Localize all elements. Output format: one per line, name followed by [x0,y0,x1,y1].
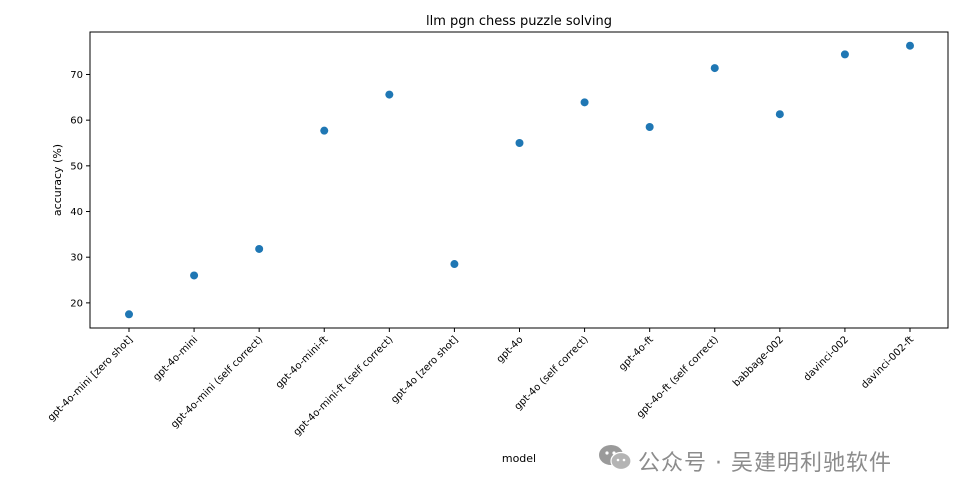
x-tick-label: gpt-4o-ft [617,334,656,373]
data-point [320,127,328,135]
data-point [581,98,589,106]
plot-area-frame [90,32,948,328]
y-tick-label: 60 [70,116,83,127]
y-axis: 20 30 40 50 60 70 [70,70,90,309]
chart-title: llm pgn chess puzzle solving [426,14,612,29]
data-points [125,42,914,319]
x-tick-label: gpt-4o-mini [zero shot] [46,334,135,423]
data-point [646,123,654,131]
x-tick-label: davinci-002 [802,334,851,383]
x-axis-label: model [502,452,536,465]
wechat-icon [598,444,632,478]
y-tick-label: 70 [70,70,83,81]
data-point [906,42,914,50]
x-tick-label: gpt-4o-mini-ft [274,334,331,391]
data-point [125,310,133,318]
data-point [516,139,524,147]
data-point [385,91,393,99]
watermark-text: 公众号 · 吴建明利驰软件 [638,445,892,477]
data-point [711,64,719,72]
data-point [450,260,458,268]
x-tick-label: gpt-4o [495,334,526,365]
x-tick-label: babbage-002 [731,334,786,389]
data-point [841,50,849,58]
watermark: 公众号 · 吴建明利驰软件 [598,444,892,478]
x-tick-label: gpt-4o [zero shot] [389,334,460,405]
x-tick-label: gpt-4o (self correct) [513,334,591,412]
y-tick-label: 30 [70,253,83,264]
y-tick-label: 20 [70,298,83,309]
x-tick-label: davinci-002-ft [859,334,916,391]
data-point [190,271,198,279]
x-tick-label: gpt-4o-mini [151,334,200,383]
y-axis-label: accuracy (%) [51,144,64,216]
data-point [255,245,263,253]
x-axis: gpt-4o-mini [zero shot] gpt-4o-mini gpt-4o… [46,328,916,438]
data-point [776,110,784,118]
y-tick-label: 50 [70,161,83,172]
y-tick-label: 40 [70,207,83,218]
